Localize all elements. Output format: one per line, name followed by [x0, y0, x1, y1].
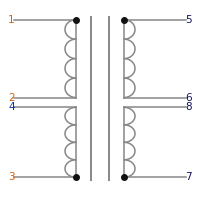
Text: 2: 2 [8, 93, 15, 102]
Text: 8: 8 [185, 102, 192, 112]
Text: 3: 3 [8, 172, 15, 182]
Text: 5: 5 [185, 15, 192, 25]
Text: 1: 1 [8, 15, 15, 25]
Text: 4: 4 [8, 102, 15, 112]
Text: 6: 6 [185, 93, 192, 102]
Text: 7: 7 [185, 172, 192, 182]
